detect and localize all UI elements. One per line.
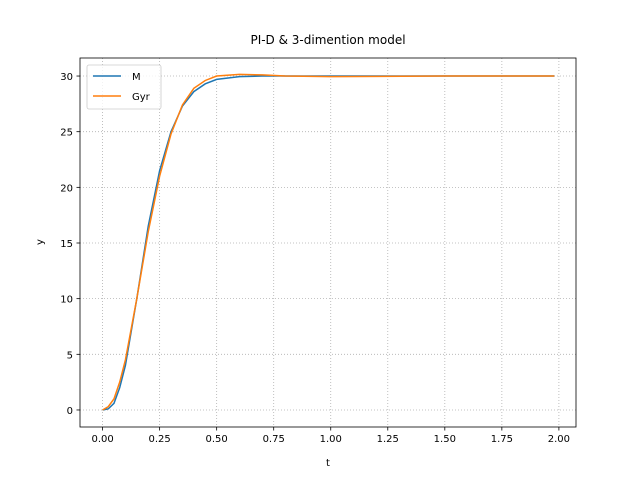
x-tick-label: 0.00: [91, 434, 113, 445]
x-tick-label: 0.50: [206, 434, 228, 445]
axes-frame: [79, 57, 577, 428]
x-tick-label: 0.75: [263, 434, 285, 445]
x-tick-label: 1.00: [320, 434, 342, 445]
y-tick-label: 30: [60, 72, 73, 83]
x-tick-label: 1.50: [434, 434, 456, 445]
legend-label: M: [132, 72, 141, 83]
legend-box: [86, 64, 162, 110]
x-tick-label: 1.75: [491, 434, 513, 445]
legend-label: Gyr: [132, 92, 151, 103]
x-tick-label: 0.25: [148, 434, 170, 445]
x-axis-label: t: [326, 458, 330, 469]
legend: M Gyr: [86, 64, 162, 110]
x-tick-label: 1.25: [377, 434, 399, 445]
y-tick-label: 10: [60, 295, 73, 306]
y-tick-label: 20: [60, 183, 73, 194]
y-tick-label: 0: [67, 406, 73, 417]
y-tick-label: 5: [67, 350, 73, 361]
series-line: [102, 73, 555, 411]
chart-title: PI-D & 3-dimention model: [250, 33, 405, 47]
y-axis-label: y: [35, 239, 46, 245]
y-tick-label: 15: [60, 239, 73, 250]
y-tick-label: 25: [60, 128, 73, 139]
x-tick-label: 2.00: [548, 434, 570, 445]
